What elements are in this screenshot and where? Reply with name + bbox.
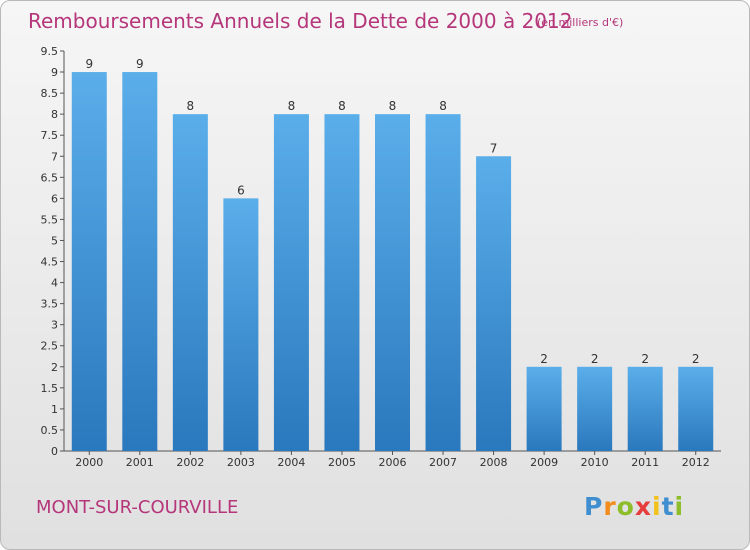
bar <box>425 114 461 451</box>
y-tick-label: 0.5 <box>41 424 59 437</box>
bar <box>273 114 309 451</box>
bar-value-label: 2 <box>641 352 649 366</box>
x-tick-label: 2004 <box>277 456 305 469</box>
chart-subtitle: (en milliers d'€) <box>537 16 624 29</box>
y-tick-label: 7.5 <box>41 129 59 142</box>
x-tick-label: 2000 <box>75 456 103 469</box>
x-tick-label: 2007 <box>429 456 457 469</box>
bar-value-label: 8 <box>389 99 397 113</box>
bar <box>627 366 663 451</box>
chart-bars: 9 9 8 6 8 8 8 8 7 2 2 2 2 <box>71 57 714 451</box>
bar-value-label: 8 <box>187 99 195 113</box>
y-tick-label: 0 <box>51 445 58 458</box>
x-tick-label: 2011 <box>631 456 659 469</box>
x-tick-label: 2008 <box>480 456 508 469</box>
y-tick-label: 2.5 <box>41 340 59 353</box>
bar <box>375 114 410 451</box>
bar-value-label: 8 <box>338 99 346 113</box>
bar-value-label: 8 <box>288 99 296 113</box>
y-tick-label: 8.5 <box>41 87 59 100</box>
bar <box>526 366 562 451</box>
y-tick-label: 8 <box>51 108 58 121</box>
y-tick-label: 1 <box>51 403 58 416</box>
bar <box>577 366 613 451</box>
y-tick-label: 5.5 <box>41 213 59 226</box>
chart-axes: 0 0.5 1 1.5 2 2.5 3 3.5 4 4.5 5 5.5 6 6.5 7 7.5 8 8.5 9 9.5… <box>41 45 721 469</box>
y-tick-label: 9.5 <box>41 45 59 58</box>
bar-value-label: 7 <box>490 141 498 155</box>
bar <box>476 156 512 451</box>
x-tick-label: 2012 <box>682 456 710 469</box>
y-tick-label: 4 <box>51 277 58 290</box>
y-tick-label: 9 <box>51 66 58 79</box>
x-tick-label: 2002 <box>176 456 204 469</box>
bar-value-label: 9 <box>136 57 144 71</box>
x-tick-label: 2003 <box>227 456 255 469</box>
bar-value-label: 6 <box>237 183 245 197</box>
y-tick-label: 2 <box>51 361 58 374</box>
x-tick-label: 2010 <box>581 456 609 469</box>
x-tick-label: 2009 <box>530 456 558 469</box>
bar <box>122 72 158 451</box>
bar-value-label: 8 <box>439 99 447 113</box>
y-tick-label: 6.5 <box>41 171 59 184</box>
bar <box>172 114 208 451</box>
y-tick-label: 3.5 <box>41 298 59 311</box>
x-tick-label: 2001 <box>126 456 154 469</box>
chart-title: Remboursements Annuels de la Dette de 20… <box>28 9 573 33</box>
y-tick-label: 1.5 <box>41 382 59 395</box>
bar-value-label: 2 <box>591 352 599 366</box>
y-tick-label: 5 <box>51 234 58 247</box>
y-tick-label: 6 <box>51 192 58 205</box>
proxiti-logo[interactable]: Proxiti <box>584 492 685 521</box>
bar <box>71 72 107 451</box>
bar-value-label: 2 <box>540 352 548 366</box>
bar <box>223 198 259 451</box>
y-tick-label: 4.5 <box>41 256 59 269</box>
x-tick-label: 2005 <box>328 456 356 469</box>
bar-value-label: 9 <box>85 57 93 71</box>
bar-value-label: 2 <box>692 352 700 366</box>
bar <box>678 366 714 451</box>
y-tick-label: 3 <box>51 319 58 332</box>
y-tick-label: 7 <box>51 150 58 163</box>
bar <box>324 114 360 451</box>
x-tick-label: 2006 <box>379 456 407 469</box>
commune-name: MONT-SUR-COURVILLE <box>36 497 239 518</box>
